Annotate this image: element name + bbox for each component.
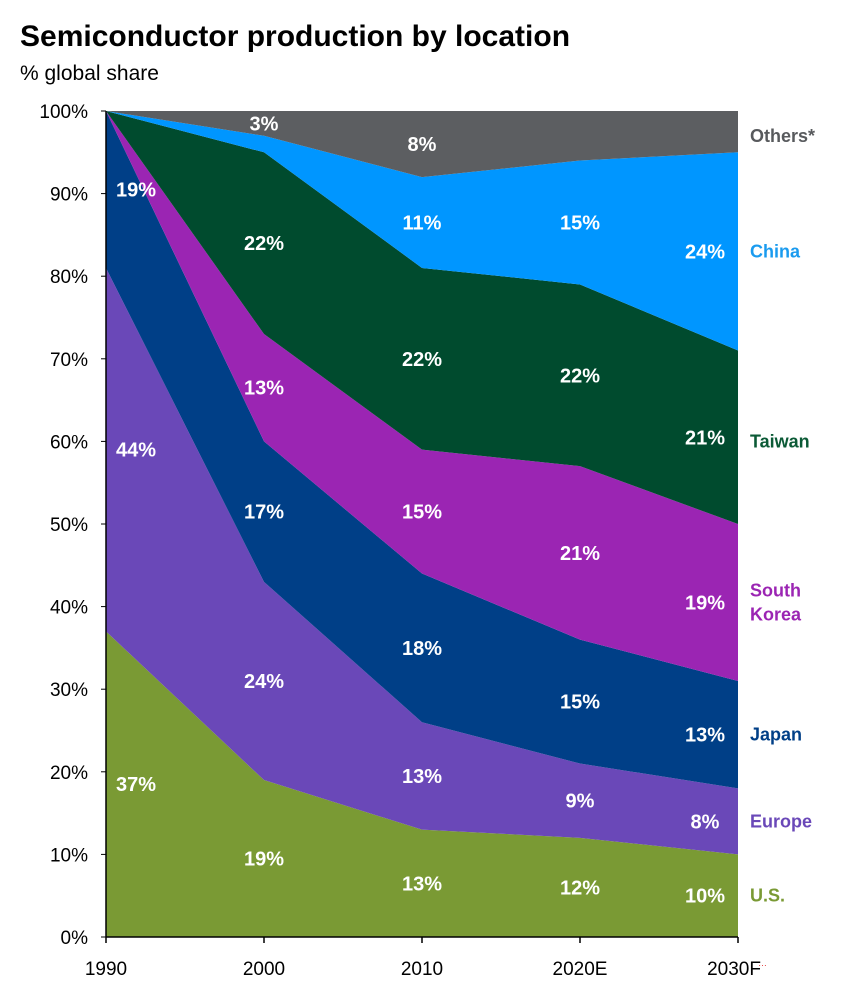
area-u-s	[106, 631, 738, 937]
data-label-u-s: 13%	[402, 873, 442, 895]
y-tick-label: 80%	[50, 267, 88, 288]
data-label-u-s: 37%	[116, 774, 156, 796]
y-tick-label: 60%	[50, 432, 88, 453]
area-china	[106, 111, 738, 351]
data-labels: 37% 19% 13% 12% 10% 44% 24% 13% 9% 8% 19% 17% 18% 15%…	[116, 113, 725, 907]
y-tick-label: 50%	[50, 515, 88, 536]
legend-label-u-s: U.S.	[750, 886, 785, 906]
data-label-china: 11%	[403, 213, 442, 235]
y-tick-label: 90%	[50, 185, 88, 206]
y-tick-label: 40%	[50, 598, 88, 619]
data-label-japan: 13%	[685, 725, 725, 747]
y-tick-label: 0%	[61, 928, 89, 949]
area-europe	[106, 267, 738, 855]
data-label-south-korea: 13%	[244, 378, 284, 400]
y-tick-label: 100%	[39, 102, 88, 123]
chart-title: Semiconductor production by location	[20, 20, 571, 53]
area-taiwan	[106, 111, 738, 524]
data-label-taiwan: 22%	[244, 233, 284, 255]
data-label-u-s: 12%	[560, 877, 600, 899]
data-label-china: 15%	[560, 213, 600, 235]
data-label-europe: 9%	[566, 791, 595, 813]
chart-subtitle: % global share	[20, 62, 159, 85]
data-label-europe: 13%	[402, 766, 442, 788]
data-label-u-s: 19%	[244, 849, 284, 871]
legend-label-china: China	[750, 241, 801, 261]
data-label-europe: 24%	[244, 671, 284, 693]
data-label-south-korea: 21%	[560, 543, 600, 565]
area-layers	[106, 111, 738, 937]
data-label-japan: 19%	[116, 179, 156, 201]
data-label-europe: 8%	[691, 811, 720, 833]
x-tick-label: 2030F	[707, 959, 761, 980]
area-south-korea	[106, 111, 738, 681]
y-tick-label: 20%	[50, 763, 88, 784]
y-tick-label: 70%	[50, 350, 88, 371]
x-tick-label: 1990	[85, 959, 127, 980]
data-label-others: 3%	[250, 113, 279, 135]
series-legend: U.S. Europe Japan South Korea Taiwan China Othe…	[750, 126, 815, 906]
area-others	[106, 111, 738, 178]
legend-label-europe: Europe	[750, 811, 812, 831]
y-tick-label: 30%	[50, 680, 88, 701]
footnote-mark: …	[758, 958, 767, 968]
x-tick-label: 2010	[401, 959, 443, 980]
data-label-taiwan: 21%	[685, 427, 725, 449]
x-tick-label: 2000	[243, 959, 285, 980]
data-label-south-korea: 19%	[685, 592, 725, 614]
data-label-taiwan: 22%	[560, 365, 600, 387]
y-tick-label: 10%	[50, 845, 88, 866]
legend-label-japan: Japan	[750, 725, 802, 745]
data-label-taiwan: 22%	[402, 349, 442, 371]
x-tick-label: 2020E	[553, 959, 608, 980]
data-label-u-s: 10%	[685, 886, 725, 908]
data-label-others: 8%	[408, 134, 437, 156]
data-label-south-korea: 15%	[402, 502, 442, 524]
area-japan	[106, 111, 738, 789]
data-label-japan: 17%	[244, 502, 284, 524]
legend-label-south-korea: Korea	[750, 604, 802, 624]
legend-label-others: Others*	[750, 126, 815, 146]
data-label-china: 24%	[685, 241, 725, 263]
legend-label-taiwan: Taiwan	[750, 431, 810, 451]
legend-label-south-korea: South	[750, 580, 801, 600]
axes: 0% 10% 20% 30% 40% 50% 60% 70% 80% 90% 100% 1990 200…	[39, 102, 761, 980]
data-label-japan: 15%	[560, 692, 600, 714]
data-label-japan: 18%	[402, 638, 442, 660]
data-label-europe: 44%	[116, 440, 156, 462]
